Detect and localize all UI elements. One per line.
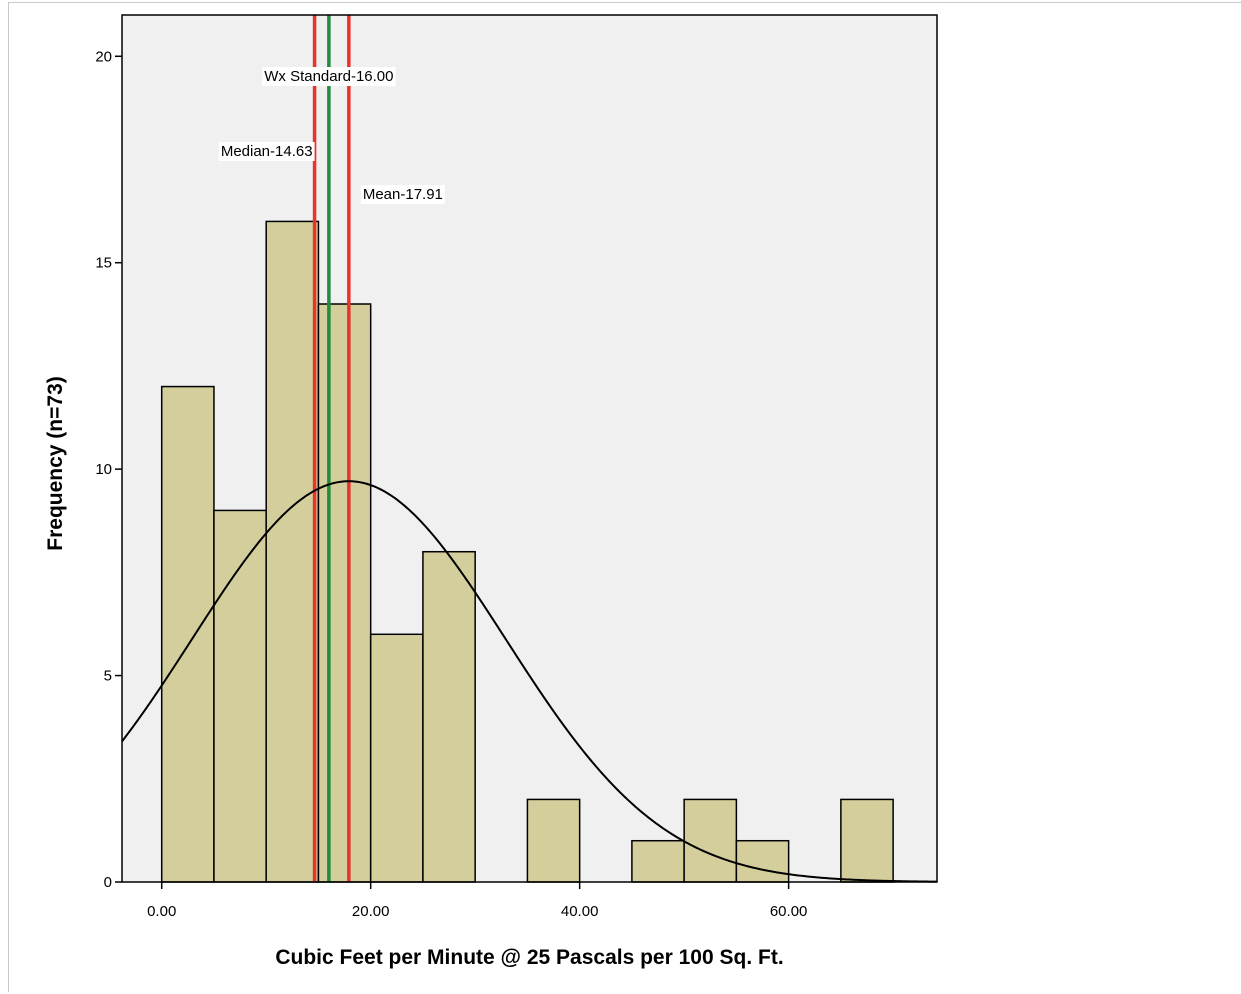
x-tick-label-0: 0.00 <box>147 903 176 920</box>
normal-curve <box>121 480 938 883</box>
histogram-bar-0 <box>160 385 215 883</box>
reference-label-2: Mean-17.91 <box>360 185 445 204</box>
y-tick-label-4: 20 <box>95 48 112 65</box>
reference-label-1: Wx Standard-16.00 <box>262 67 396 86</box>
histogram-bar-1 <box>213 509 267 883</box>
chart-frame <box>8 2 1241 992</box>
plot-border <box>121 14 938 883</box>
reference-label-text: Median-14.63 <box>221 143 313 160</box>
reference-labels: Wx Standard-16.00 Median-14.63 Mean-17.91 <box>218 67 445 204</box>
y-tick-label-0: 0 <box>104 874 112 891</box>
x-axis-title: Cubic Feet per Minute @ 25 Pascals per 1… <box>275 946 783 969</box>
histogram-bar-4 <box>369 633 424 883</box>
histogram-bar-3 <box>317 303 372 883</box>
axes: 0 5 10 15 20 0.00 20.00 40.00 60.00 <box>95 14 938 920</box>
reference-label-box <box>218 142 315 161</box>
y-axis-title: Frequency (n=73) <box>44 376 67 550</box>
reference-label-text: Mean-17.91 <box>363 186 443 203</box>
x-tick-label-3: 60.00 <box>770 903 808 920</box>
histogram-bar-7 <box>631 839 685 883</box>
histogram-bar-5 <box>422 550 476 883</box>
histogram-bar-6 <box>526 798 581 883</box>
reference-label-box <box>262 67 396 86</box>
histogram-bar-10 <box>840 798 894 883</box>
reference-label-text: Wx Standard-16.00 <box>264 68 393 85</box>
y-tick-label-2: 10 <box>95 461 112 478</box>
x-tick-label-2: 40.00 <box>561 903 599 920</box>
reference-label-box <box>360 185 445 204</box>
histogram-bar-2 <box>265 220 320 883</box>
y-tick-label-1: 5 <box>104 668 112 685</box>
x-tick-label-1: 20.00 <box>352 903 390 920</box>
histogram-bar-9 <box>735 839 790 883</box>
reference-label-0: Median-14.63 <box>218 142 315 161</box>
histogram-bar-8 <box>683 798 738 883</box>
y-tick-label-3: 15 <box>95 255 112 272</box>
